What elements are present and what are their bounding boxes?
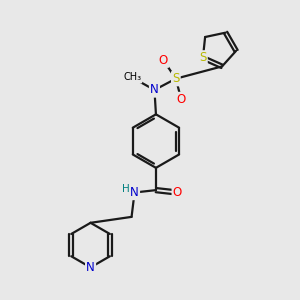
Text: O: O [159,54,168,67]
Text: O: O [177,93,186,106]
Text: H: H [122,184,130,194]
Text: S: S [199,51,207,64]
Text: N: N [86,261,95,274]
Text: CH₃: CH₃ [123,73,141,82]
Text: O: O [173,186,182,199]
Text: S: S [172,72,179,85]
Text: N: N [130,186,139,199]
Text: N: N [150,83,159,97]
